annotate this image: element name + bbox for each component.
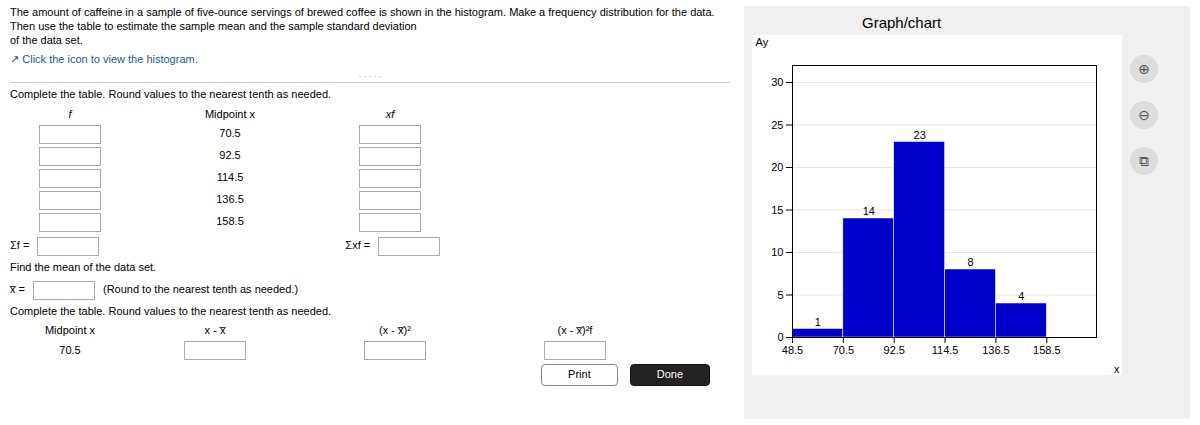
html-text:Σf =: Σf = bbox=[10, 239, 30, 252]
svg-text:114.5: 114.5 bbox=[932, 344, 959, 356]
html-text:Midpoint x: Midpoint x bbox=[44, 324, 96, 337]
html-text:70.5: 70.5 bbox=[59, 343, 81, 356]
html-text:Complete the table. Round valu: Complete the table. Round values to the … bbox=[10, 88, 332, 101]
html-text:158.5: 158.5 bbox=[216, 215, 244, 228]
html-text:92.5: 92.5 bbox=[219, 149, 241, 162]
svg-text:10: 10 bbox=[771, 246, 783, 258]
svg-text:14: 14 bbox=[863, 205, 875, 217]
html-text:(x - x̅)²: (x - x̅)² bbox=[379, 324, 411, 337]
html-text:x - x̅: x - x̅ bbox=[204, 324, 226, 337]
svg-text:23: 23 bbox=[914, 129, 926, 141]
html-text:↗ Click the icon to view the h: ↗ Click the icon to view the histogram. bbox=[10, 53, 198, 66]
html-text:f: f bbox=[68, 108, 72, 120]
html-text:The amount of caffeine in a sa: The amount of caffeine in a sample of fi… bbox=[10, 6, 715, 46]
html-text:Σxf =: Σxf = bbox=[345, 239, 371, 252]
svg-text:136.5: 136.5 bbox=[982, 344, 1010, 356]
svg-text:x: x bbox=[1114, 363, 1120, 375]
svg-text:Ay: Ay bbox=[756, 36, 769, 48]
html-text:114.5: 114.5 bbox=[216, 171, 244, 184]
html-text:136.5: 136.5 bbox=[216, 193, 244, 206]
html-text:Print: Print bbox=[568, 368, 591, 380]
html-text:Complete the table. Round valu: Complete the table. Round values to the … bbox=[10, 304, 332, 317]
html-text:Done: Done bbox=[656, 368, 683, 380]
svg-text:15: 15 bbox=[771, 204, 783, 216]
html-text:(Round to the nearest tenth as: (Round to the nearest tenth as needed.) bbox=[103, 283, 299, 296]
svg-text:5: 5 bbox=[777, 289, 783, 301]
html-text:Midpoint x: Midpoint x bbox=[204, 108, 256, 120]
html-text:Find the mean of the data set.: Find the mean of the data set. bbox=[10, 260, 157, 273]
svg-text:1: 1 bbox=[815, 316, 821, 328]
svg-text:70.5: 70.5 bbox=[833, 344, 854, 356]
svg-text:8: 8 bbox=[967, 256, 973, 268]
html-text:x̅ =: x̅ = bbox=[10, 283, 25, 296]
svg-text:20: 20 bbox=[771, 161, 783, 173]
html-text:xf: xf bbox=[385, 108, 395, 120]
svg-text:48.5: 48.5 bbox=[782, 344, 803, 356]
svg-text:0: 0 bbox=[777, 331, 783, 343]
svg-text:92.5: 92.5 bbox=[884, 344, 905, 356]
html-text:(x - x̅)²f: (x - x̅)²f bbox=[557, 324, 593, 337]
svg-text:30: 30 bbox=[771, 76, 783, 88]
html-text:Graph/chart: Graph/chart bbox=[862, 14, 942, 31]
svg-text:4: 4 bbox=[1018, 290, 1024, 302]
svg-text:158.5: 158.5 bbox=[1033, 344, 1061, 356]
svg-text:25: 25 bbox=[771, 119, 783, 131]
html-text:70.5: 70.5 bbox=[219, 127, 241, 140]
